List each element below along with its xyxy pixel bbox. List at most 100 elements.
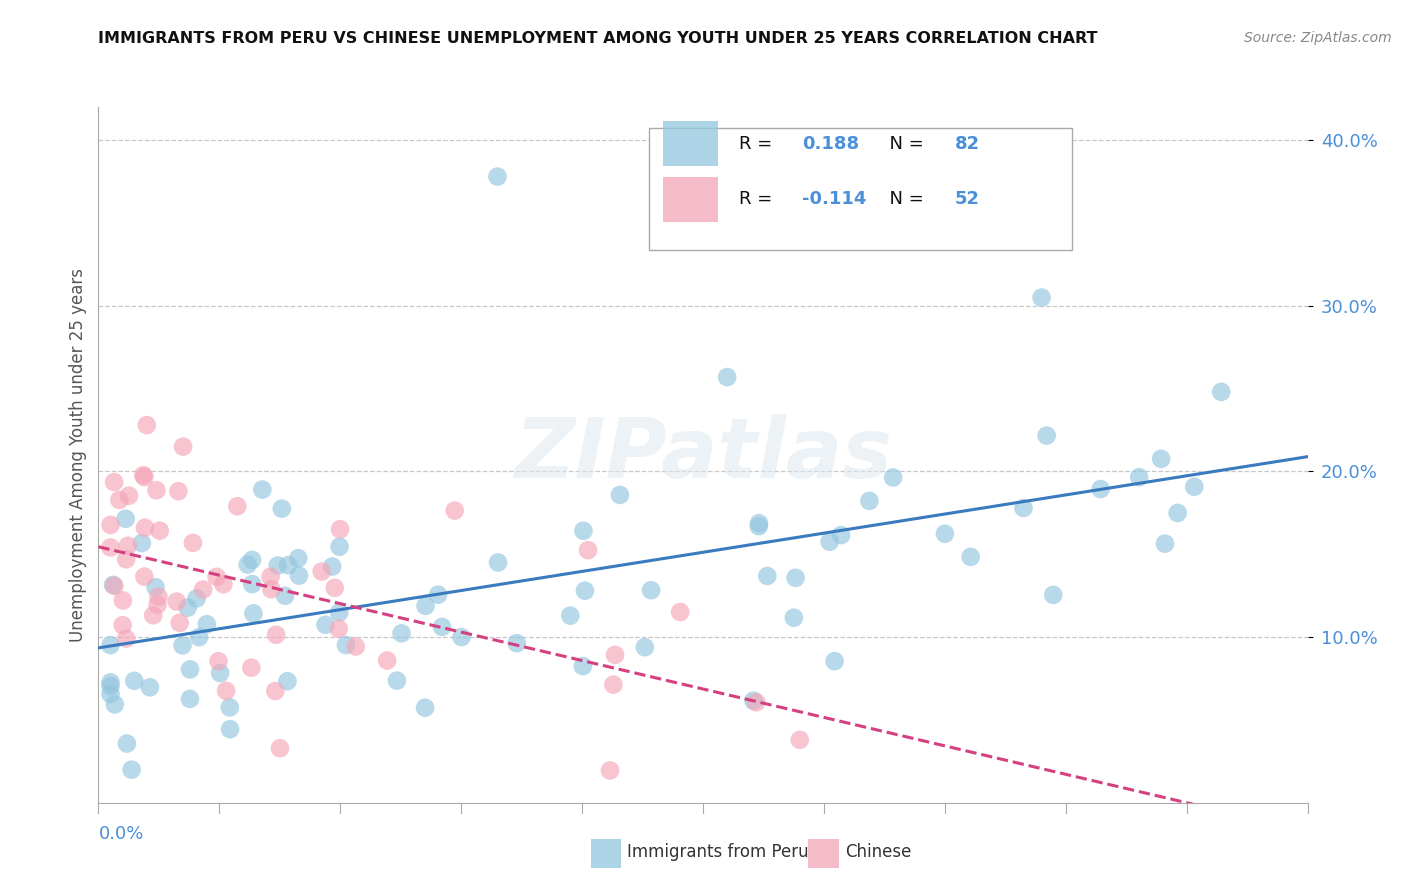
- Point: [328, 622, 350, 636]
- Point: [602, 678, 624, 692]
- Point: [1167, 506, 1189, 520]
- Point: [134, 521, 156, 535]
- Point: [100, 517, 122, 532]
- Point: [142, 608, 165, 623]
- Point: [311, 565, 333, 579]
- Text: N =: N =: [879, 135, 929, 153]
- Point: [172, 440, 194, 454]
- Point: [132, 468, 155, 483]
- Point: [1150, 451, 1173, 466]
- Point: [252, 483, 274, 497]
- Point: [748, 519, 770, 533]
- Point: [321, 559, 343, 574]
- Point: [264, 628, 287, 642]
- Point: [323, 581, 346, 595]
- Point: [276, 674, 298, 689]
- Text: 0.0%: 0.0%: [98, 825, 143, 843]
- Point: [572, 659, 595, 673]
- Point: [218, 700, 240, 714]
- Point: [576, 543, 599, 558]
- Point: [167, 484, 190, 499]
- Point: [145, 483, 167, 498]
- Point: [269, 741, 291, 756]
- Point: [176, 600, 198, 615]
- Point: [139, 681, 162, 695]
- Point: [824, 654, 846, 668]
- Point: [560, 608, 582, 623]
- Point: [789, 732, 811, 747]
- Point: [100, 675, 122, 690]
- Point: [1154, 536, 1177, 550]
- Point: [103, 475, 125, 489]
- Point: [188, 630, 211, 644]
- Point: [219, 722, 242, 736]
- Point: [104, 698, 127, 712]
- Point: [134, 470, 156, 484]
- Point: [100, 687, 122, 701]
- Text: ZIPatlas: ZIPatlas: [515, 415, 891, 495]
- Point: [277, 558, 299, 573]
- Point: [236, 558, 259, 572]
- Point: [1128, 470, 1150, 484]
- Point: [634, 640, 657, 655]
- Point: [212, 577, 235, 591]
- Text: -0.114: -0.114: [803, 190, 866, 208]
- Point: [385, 673, 408, 688]
- Point: [179, 692, 201, 706]
- Point: [288, 568, 311, 582]
- Point: [934, 526, 956, 541]
- Point: [599, 764, 621, 778]
- Point: [191, 582, 214, 597]
- Point: [270, 501, 292, 516]
- Point: [115, 737, 138, 751]
- Point: [450, 630, 472, 644]
- Point: [215, 683, 238, 698]
- Point: [1182, 480, 1205, 494]
- Point: [1012, 501, 1035, 516]
- Point: [1035, 428, 1057, 442]
- Point: [115, 632, 138, 646]
- Point: [260, 582, 283, 597]
- Point: [124, 673, 146, 688]
- Point: [882, 470, 904, 484]
- Point: [430, 620, 453, 634]
- Point: [344, 640, 367, 654]
- Point: [574, 583, 596, 598]
- Point: [205, 570, 228, 584]
- Text: 82: 82: [955, 135, 980, 153]
- FancyBboxPatch shape: [664, 177, 717, 222]
- Point: [391, 626, 413, 640]
- Point: [149, 524, 172, 538]
- Point: [240, 661, 263, 675]
- Point: [264, 684, 287, 698]
- FancyBboxPatch shape: [664, 121, 717, 166]
- Point: [101, 578, 124, 592]
- Point: [818, 534, 841, 549]
- Point: [267, 558, 290, 573]
- Point: [335, 638, 357, 652]
- Y-axis label: Unemployment Among Youth under 25 years: Unemployment Among Youth under 25 years: [69, 268, 87, 642]
- Point: [486, 169, 509, 184]
- Point: [111, 593, 134, 607]
- Point: [443, 503, 465, 517]
- Point: [108, 492, 131, 507]
- Point: [100, 638, 122, 652]
- Point: [669, 605, 692, 619]
- Point: [609, 488, 631, 502]
- Point: [179, 662, 201, 676]
- Point: [134, 569, 156, 583]
- Text: Source: ZipAtlas.com: Source: ZipAtlas.com: [1244, 31, 1392, 45]
- Point: [186, 591, 208, 606]
- Text: Chinese: Chinese: [845, 843, 911, 861]
- Point: [100, 679, 122, 693]
- Point: [118, 489, 141, 503]
- Text: N =: N =: [879, 190, 929, 208]
- Point: [114, 512, 136, 526]
- Point: [756, 569, 779, 583]
- Point: [166, 594, 188, 608]
- Point: [145, 580, 167, 594]
- Point: [240, 577, 263, 591]
- Point: [1090, 482, 1112, 496]
- Point: [117, 539, 139, 553]
- Point: [603, 648, 626, 662]
